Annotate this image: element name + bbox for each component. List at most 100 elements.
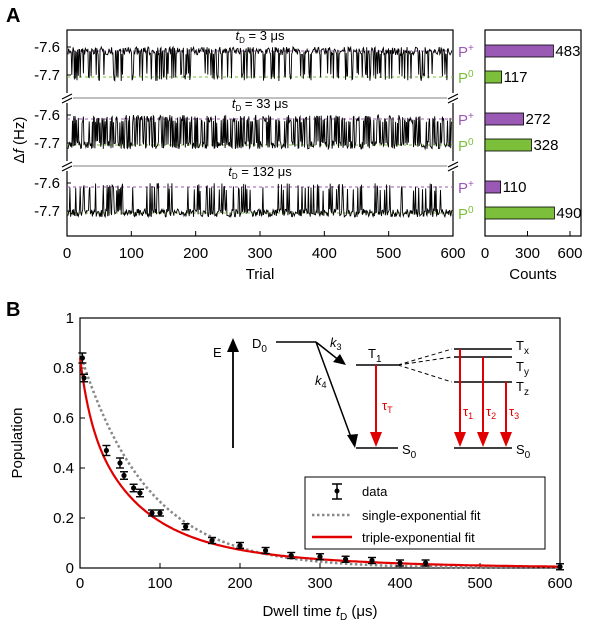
frequency-trace <box>67 183 453 219</box>
data-point <box>341 555 350 563</box>
tau-t-label: τT <box>382 398 393 415</box>
xtick-label: 500 <box>376 245 401 262</box>
state-p-zero-label: P0 <box>458 69 474 87</box>
trace-title: tD = 3 μs <box>235 28 285 45</box>
k3-label: k3 <box>330 335 342 352</box>
legend: data single-exponential fit triple-expon… <box>304 476 546 550</box>
xtick-label: 600 <box>440 245 465 262</box>
xtick-label: 600 <box>547 575 572 592</box>
p-plus-count: 483 <box>555 43 580 60</box>
data-point <box>129 483 138 493</box>
axis-break-mark <box>61 161 73 168</box>
data-point <box>116 457 124 469</box>
data-point <box>148 509 156 517</box>
d0-to-s0-arrow-head <box>347 434 358 448</box>
panel-a-xlabel: Trial <box>246 266 275 283</box>
p-zero-bar <box>484 70 502 84</box>
legend-data-marker <box>332 483 342 500</box>
ytick-label: -7.6 <box>34 175 60 192</box>
tau3-label: τ3 <box>509 404 519 421</box>
axis-break-bg <box>61 93 73 103</box>
p-zero-count: 117 <box>504 69 528 86</box>
p-plus-bar <box>484 112 524 126</box>
data-marker <box>131 485 137 491</box>
axis-break-mark <box>61 97 73 104</box>
p-plus-bar <box>484 180 501 194</box>
data-point <box>102 444 111 457</box>
data-point <box>78 352 87 364</box>
data-point <box>421 559 430 567</box>
p-plus-bar <box>484 44 554 58</box>
d0-label: D0 <box>252 336 267 355</box>
s0-right-label: S0 <box>516 442 531 461</box>
counts-plot-frame <box>484 29 582 237</box>
panel-b-axes: 0 100 200 300 400 500 600 0 0.2 0.4 0.6 0.8 1 <box>53 310 572 592</box>
trace-title: tD = 33 μs <box>232 96 289 113</box>
xtick-label: 400 <box>312 245 337 262</box>
data-marker <box>79 355 85 361</box>
xtick-label: 100 <box>147 575 172 592</box>
panel-a-labels: -7.6 -7.7 tD = 3 μs P+ P0 -7.6 -7.7 tD = 33 μs P… <box>34 28 582 262</box>
data-marker <box>288 552 294 559</box>
data-marker <box>343 556 349 562</box>
tau1-arrow-head <box>454 432 466 447</box>
data-marker <box>369 557 375 564</box>
count-tick-label: 300 <box>515 245 540 262</box>
data-point <box>396 559 404 567</box>
panel-a-letter: A <box>6 5 20 27</box>
ytick-label: 0 <box>66 560 74 577</box>
ytick-label: 0.4 <box>53 460 74 477</box>
panel-a-ylabel: Δf (Hz) <box>11 117 28 164</box>
data-marker <box>209 537 215 544</box>
data-marker <box>183 524 189 530</box>
xtick-label: 200 <box>183 245 208 262</box>
state-p-zero-label: P0 <box>458 205 474 223</box>
t1-to-tz-dash <box>397 364 453 383</box>
data-point <box>136 488 144 498</box>
data-marker <box>423 560 429 566</box>
data-marker <box>117 460 123 466</box>
ytick-label: -7.7 <box>34 67 60 84</box>
ytick-label: -7.7 <box>34 135 60 152</box>
xtick-label: 300 <box>247 245 272 262</box>
axis-break-mark <box>61 93 73 100</box>
axis-break <box>447 161 459 172</box>
data-point <box>120 471 128 480</box>
axis-break <box>447 93 459 104</box>
p-zero-count: 490 <box>556 205 581 222</box>
state-p-zero-label: P0 <box>458 137 474 155</box>
xtick-label: 300 <box>307 575 332 592</box>
ytick-label: -7.6 <box>34 107 60 124</box>
p-zero-count: 328 <box>533 137 558 154</box>
energy-arrow-head <box>227 338 239 352</box>
p-plus-count: 110 <box>503 179 527 196</box>
axis-break-bg <box>447 93 459 103</box>
data-point <box>287 551 296 560</box>
xtick-label: 400 <box>387 575 412 592</box>
data-point <box>208 536 216 545</box>
single-exponential-fit-line <box>78 352 560 570</box>
axis-break-bg <box>61 161 73 171</box>
t1-label: T1 <box>368 346 382 365</box>
legend-triple-fit-label: triple-exponential fit <box>362 530 475 545</box>
count-tick-label: 600 <box>557 245 582 262</box>
panel-b-letter: B <box>6 299 20 321</box>
k4-label: k4 <box>315 373 327 390</box>
panel-b-ylabel: Population <box>9 408 26 479</box>
tau2-arrow-head <box>477 432 489 447</box>
ty-label: Ty <box>516 359 529 378</box>
tz-label: Tz <box>516 379 529 398</box>
energy-label: E <box>213 345 222 360</box>
data-marker <box>137 490 143 496</box>
tau-t-arrow-head <box>370 432 382 447</box>
state-p-plus-label: P+ <box>458 179 474 197</box>
trace-title: tD = 132 μs <box>228 164 292 181</box>
count-tick-label: 0 <box>481 245 489 262</box>
data-marker <box>157 510 163 516</box>
data-point <box>236 541 244 550</box>
data-marker <box>103 447 109 454</box>
axis-break-mark <box>447 165 459 172</box>
axis-break-mark <box>447 97 459 104</box>
data-point <box>80 373 88 383</box>
